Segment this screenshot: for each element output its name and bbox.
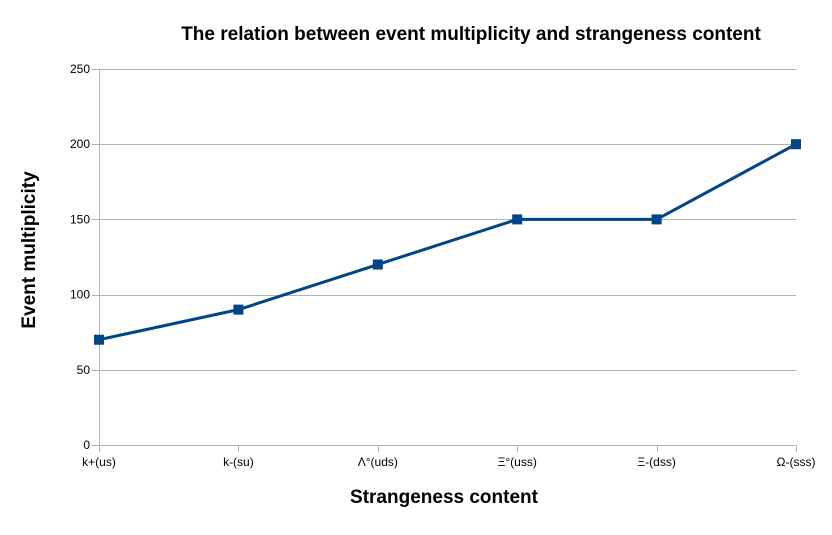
x-tick-label: Ξ-(dss) <box>637 455 675 469</box>
y-tick-label: 250 <box>70 62 90 76</box>
y-tick-label: 50 <box>77 363 91 377</box>
data-point <box>372 259 383 270</box>
gridlines <box>99 69 796 371</box>
y-tick-label: 0 <box>83 438 90 452</box>
labels: The relation between event multiplicity … <box>19 24 761 508</box>
data-point <box>651 214 662 225</box>
x-tick-label: Λ°(uds) <box>358 455 398 469</box>
y-tick-label: 200 <box>70 137 90 151</box>
x-tick-label: k+(us) <box>82 455 116 469</box>
axes: 0 50 100 150 200 250 k+(us) k-(su) Λ°(uds) Ξ°(uss… <box>70 62 816 469</box>
x-tick-label: k-(su) <box>223 455 254 469</box>
chart-title: The relation between event multiplicity … <box>181 24 761 45</box>
y-axis-title: Event multiplicity <box>19 171 40 329</box>
y-tick-label: 150 <box>70 212 90 226</box>
x-tick-label: Ξ°(uss) <box>498 455 537 469</box>
series-line <box>98 142 797 342</box>
data-point <box>512 214 523 225</box>
data-point <box>94 334 104 345</box>
data-point <box>791 139 801 150</box>
y-tick-label: 100 <box>70 288 90 302</box>
data-point <box>233 304 244 315</box>
x-tick-label: Ω-(sss) <box>777 455 816 469</box>
x-axis-title: Strangeness content <box>350 487 539 508</box>
series <box>94 139 801 345</box>
